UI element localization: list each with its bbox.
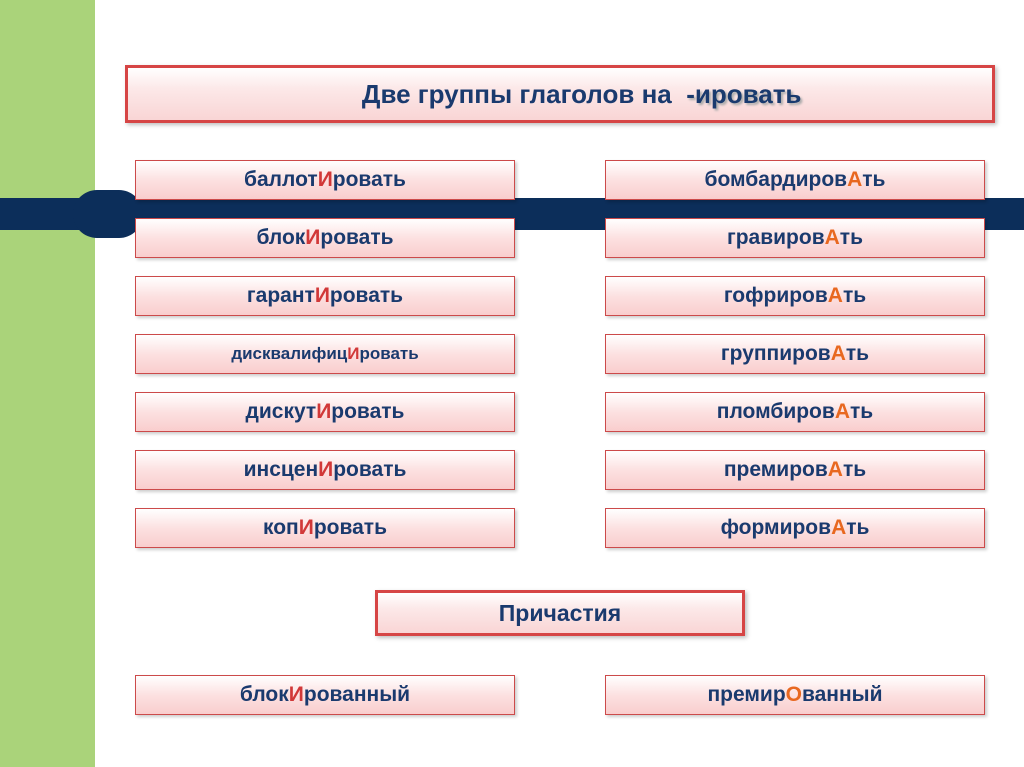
- word-left-6: копИровать: [135, 508, 515, 548]
- title-box: Две группы глаголов на -ировать: [125, 65, 995, 123]
- participle-title-box: Причастия: [375, 590, 745, 636]
- divider-cap: [73, 190, 143, 238]
- participle-right: премирОванный: [605, 675, 985, 715]
- word-right-4: пломбировАть: [605, 392, 985, 432]
- word-left-0: баллотИровать: [135, 160, 515, 200]
- word-right-3: группировАть: [605, 334, 985, 374]
- word-left-4: дискутИровать: [135, 392, 515, 432]
- word-right-6: формировАть: [605, 508, 985, 548]
- main-content: Две группы глаголов на -ировать баллотИр…: [95, 0, 1024, 767]
- word-left-5: инсценИровать: [135, 450, 515, 490]
- title-prefix: Две группы глаголов на: [362, 79, 686, 109]
- right-column: бомбардировАть гравировАть гофрировАть груп…: [605, 160, 985, 548]
- green-sidebar: [0, 0, 95, 767]
- participle-title-text: Причастия: [499, 600, 621, 627]
- left-column: баллотИровать блокИровать гарантИровать дис…: [135, 160, 515, 548]
- word-left-3: дисквалифицИровать: [135, 334, 515, 374]
- word-right-2: гофрировАть: [605, 276, 985, 316]
- participle-row: блокИрованный премирОванный: [135, 675, 985, 715]
- word-right-1: гравировАть: [605, 218, 985, 258]
- word-right-5: премировАть: [605, 450, 985, 490]
- title-suffix: -ировать: [686, 79, 801, 109]
- word-left-1: блокИровать: [135, 218, 515, 258]
- word-right-0: бомбардировАть: [605, 160, 985, 200]
- word-columns: баллотИровать блокИровать гарантИровать дис…: [135, 160, 985, 548]
- title-text: Две группы глаголов на -ировать: [319, 48, 802, 141]
- participle-left: блокИрованный: [135, 675, 515, 715]
- word-left-2: гарантИровать: [135, 276, 515, 316]
